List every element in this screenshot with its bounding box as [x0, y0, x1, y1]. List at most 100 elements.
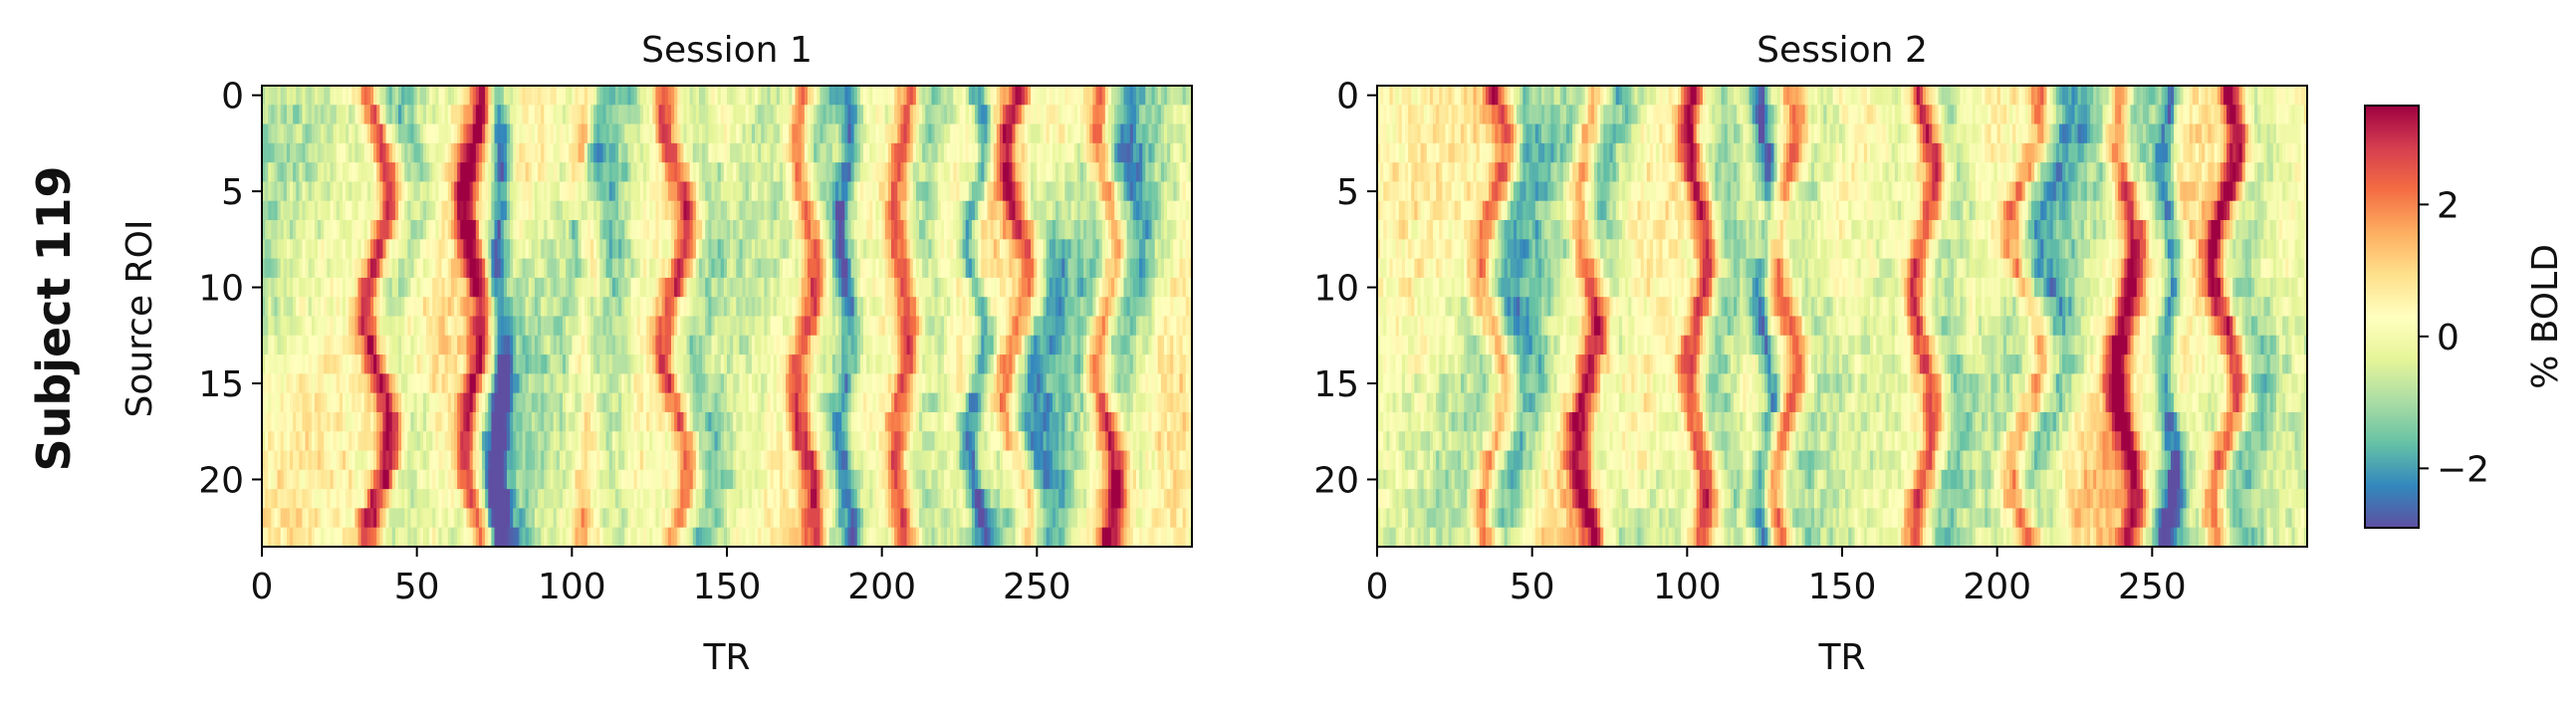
heatmap-cell [751, 123, 756, 144]
heatmap-cell [538, 354, 542, 374]
heatmap-cell [1148, 105, 1153, 125]
heatmap-cell [1157, 373, 1162, 394]
heatmap-cell [847, 392, 852, 413]
heatmap-cell [906, 200, 911, 221]
heatmap-cell [422, 392, 427, 413]
heatmap-cell [1170, 220, 1174, 240]
heatmap-cell [614, 200, 619, 221]
heatmap-cell [478, 297, 483, 318]
heatmap-cell [956, 277, 961, 298]
heatmap-cell [1120, 181, 1125, 202]
heatmap-cell [956, 105, 961, 125]
heatmap-cell [639, 200, 644, 221]
heatmap-cell [1089, 277, 1093, 298]
heatmap-cell [553, 297, 558, 318]
heatmap-cell [586, 373, 591, 394]
heatmap-cell [1154, 142, 1159, 163]
heatmap-cell [1123, 86, 1128, 106]
heatmap-cell [330, 162, 335, 183]
heatmap-cell [1067, 239, 1072, 260]
heatmap-cell [844, 277, 849, 298]
heatmap-cell [618, 258, 622, 279]
heatmap-cell [841, 200, 845, 221]
heatmap-cell [404, 297, 408, 318]
heatmap-cell [934, 142, 939, 163]
heatmap-cell [652, 105, 656, 125]
heatmap-cell [404, 142, 408, 163]
heatmap-cell [547, 181, 552, 202]
heatmap-cell [330, 123, 335, 144]
heatmap-cell [828, 335, 833, 355]
heatmap-cell [971, 162, 976, 183]
heatmap-cell [828, 354, 833, 374]
heatmap-cell [1154, 297, 1159, 318]
heatmap-cell [783, 86, 787, 106]
heatmap-cell [928, 200, 933, 221]
heatmap-cell [834, 373, 839, 394]
heatmap-cell [730, 181, 734, 202]
heatmap-cell [296, 142, 300, 163]
heatmap-cell [349, 277, 352, 298]
heatmap-cell [884, 373, 889, 394]
heatmap-cell [869, 220, 873, 240]
heatmap-cell [934, 162, 939, 183]
heatmap-cell [811, 354, 815, 374]
heatmap-cell [761, 200, 765, 221]
heatmap-cell [593, 373, 597, 394]
heatmap-cell [438, 142, 443, 163]
heatmap-cell [733, 316, 737, 337]
heatmap-cell [463, 373, 468, 394]
heatmap-cell [572, 373, 577, 394]
heatmap-cell [599, 200, 604, 221]
heatmap-cell [1132, 162, 1137, 183]
heatmap-cell [928, 142, 933, 163]
heatmap-cell [1058, 258, 1062, 279]
heatmap-cell [1151, 258, 1156, 279]
heatmap-cell [730, 123, 734, 144]
heatmap-cell [770, 373, 775, 394]
heatmap-cell [953, 86, 957, 106]
heatmap-cell [1095, 239, 1100, 260]
heatmap-cell [856, 200, 861, 221]
heatmap-cell [795, 200, 800, 221]
heatmap-cell [596, 354, 600, 374]
heatmap-cell [859, 392, 864, 413]
heatmap-cell [751, 277, 756, 298]
heatmap-cell [581, 316, 585, 337]
heatmap-cell [1015, 200, 1020, 221]
heatmap-cell [670, 335, 675, 355]
heatmap-cell [928, 162, 933, 183]
heatmap-cell [373, 239, 377, 260]
heatmap-cell [308, 181, 313, 202]
heatmap-cell [783, 258, 787, 279]
heatmap-cell [1117, 335, 1121, 355]
heatmap-cell [783, 162, 787, 183]
heatmap-cell [336, 123, 341, 144]
heatmap-cell [850, 297, 855, 318]
heatmap-cell [435, 258, 440, 279]
heatmap-cell [342, 220, 347, 240]
heatmap-cell [1024, 354, 1029, 374]
heatmap-cell [454, 200, 458, 221]
heatmap-cell [1176, 142, 1181, 163]
heatmap-cell [786, 86, 790, 106]
heatmap-cell [1098, 181, 1103, 202]
heatmap-cell [853, 297, 858, 318]
heatmap-cell [1055, 142, 1059, 163]
heatmap-cell [814, 142, 818, 163]
heatmap-cell [602, 297, 607, 318]
heatmap-cell [1176, 123, 1181, 144]
heatmap-cell [739, 354, 744, 374]
heatmap-cell [513, 181, 517, 202]
heatmap-cell [349, 142, 352, 163]
heatmap-cell [900, 239, 905, 260]
heatmap-cell [491, 181, 496, 202]
heatmap-cell [293, 277, 297, 298]
heatmap-cell [959, 297, 964, 318]
heatmap-cell [556, 162, 561, 183]
heatmap-cell [618, 200, 622, 221]
heatmap-cell [1027, 220, 1032, 240]
heatmap-cell [658, 181, 663, 202]
heatmap-cell [429, 354, 433, 374]
heatmap-cell [286, 258, 291, 279]
